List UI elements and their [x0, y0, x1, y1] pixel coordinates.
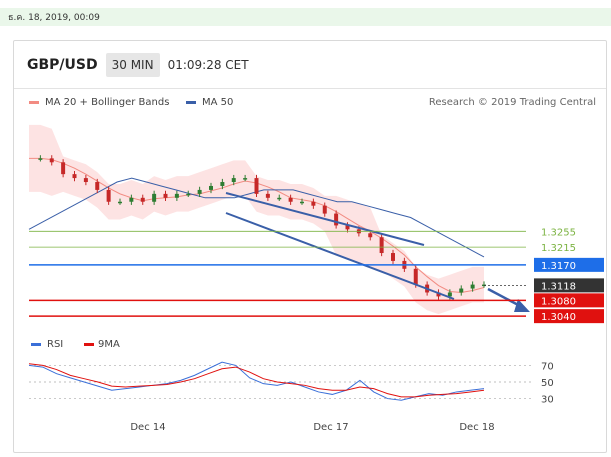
candle — [152, 193, 157, 202]
candle — [174, 193, 179, 198]
level-tag — [534, 293, 604, 308]
candle — [470, 284, 475, 289]
rsi-line — [28, 361, 485, 401]
legend-ma20: MA 20 + Bollinger Bands — [29, 97, 169, 108]
level-label: 1.3215 — [541, 243, 576, 254]
candle — [118, 201, 122, 204]
timestamp: ธ.ค. 18, 2019, 00:09 — [8, 13, 100, 23]
candle — [368, 233, 373, 238]
candle — [209, 185, 213, 190]
level-label: 1.3080 — [541, 296, 576, 307]
candle — [459, 288, 464, 293]
candle — [197, 189, 202, 194]
candle — [243, 178, 248, 180]
candle — [379, 237, 384, 254]
candle — [61, 162, 66, 175]
ma9-line — [28, 363, 485, 398]
candle — [447, 292, 452, 297]
candle — [334, 213, 339, 226]
level-label: 1.3040 — [541, 312, 576, 323]
timeframe-badge[interactable]: 30 MIN — [105, 53, 160, 77]
ma9-legend-label: 9MA — [98, 339, 120, 350]
candle — [140, 197, 145, 202]
ma20-swatch — [29, 101, 39, 104]
level-tag — [534, 257, 604, 272]
candle — [277, 197, 282, 200]
candle — [129, 197, 134, 202]
candle — [38, 158, 43, 160]
level-label: 1.3170 — [541, 261, 576, 272]
legend-ma50: MA 50 — [186, 97, 233, 108]
candle — [322, 205, 327, 214]
channel-lower-line — [225, 212, 455, 300]
candle — [163, 193, 168, 198]
candle — [220, 182, 225, 186]
projection-arrow-head — [514, 299, 530, 312]
candle — [300, 201, 304, 204]
rsi-tick-label: 70 — [541, 361, 554, 372]
ma20-label: MA 20 + Bollinger Bands — [45, 97, 170, 108]
projection-arrow-line — [487, 287, 523, 309]
chart-panel: GBP/USD 30 MIN 01:09:28 CET MA 20 + Boll… — [13, 40, 607, 453]
rsi-legend-label: RSI — [47, 339, 63, 350]
candle — [265, 193, 270, 198]
level-label: 1.3118 — [541, 281, 576, 292]
header-divider — [14, 88, 606, 89]
candle — [72, 174, 77, 179]
candle — [49, 158, 54, 163]
chart-header: GBP/USD 30 MIN 01:09:28 CET — [27, 51, 249, 79]
rsi-legend-swatch — [31, 343, 41, 346]
candle — [413, 268, 418, 285]
x-tick-label: Dec 18 — [459, 422, 494, 433]
rsi-chart: RSI 9MA 70 50 30 — [28, 339, 554, 406]
x-tick-label: Dec 14 — [130, 422, 165, 433]
chart-svg: 1.3255 1.3215 1.3170 1.3118 1.3080 1.3040 Dec … — [28, 124, 604, 433]
rsi-tick-label: 50 — [541, 378, 554, 389]
candle — [345, 225, 350, 230]
candle — [231, 178, 236, 183]
pair-label: GBP/USD — [27, 57, 98, 73]
candle — [95, 182, 100, 190]
channel-upper-line — [225, 192, 425, 246]
ma9-legend-swatch — [84, 343, 94, 346]
candle — [106, 189, 111, 202]
candle — [436, 292, 441, 297]
level-tag — [534, 309, 604, 324]
clock: 01:09:28 CET — [167, 58, 249, 72]
candle — [186, 193, 191, 196]
level-tag — [534, 278, 604, 293]
timestamp-bar: ธ.ค. 18, 2019, 00:09 — [0, 8, 611, 26]
ma50-swatch — [186, 101, 196, 104]
main-price-chart: 1.3255 1.3215 1.3170 1.3118 1.3080 1.3040 Dec … — [28, 124, 604, 433]
x-tick-label: Dec 17 — [313, 422, 348, 433]
candle — [311, 201, 316, 206]
candle — [83, 178, 88, 183]
candle — [254, 178, 259, 194]
rsi-tick-label: 30 — [541, 395, 554, 406]
level-label: 1.3255 — [541, 227, 576, 238]
ma50-label: MA 50 — [202, 97, 234, 108]
candle — [288, 197, 293, 202]
candle — [391, 253, 395, 261]
research-credit: Research © 2019 Trading Central — [428, 97, 596, 108]
